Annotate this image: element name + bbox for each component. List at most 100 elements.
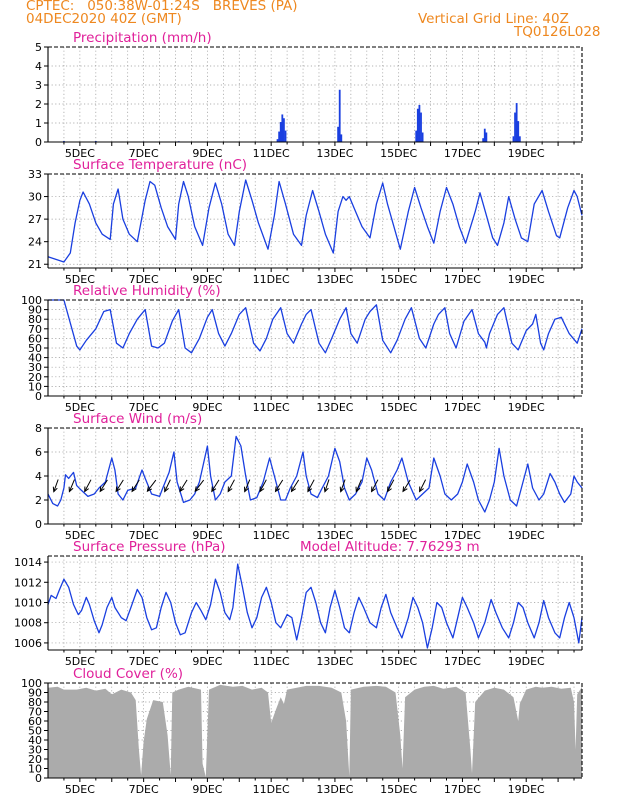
x-tick-label: 9DEC bbox=[192, 273, 222, 286]
wind-arrow-head bbox=[339, 486, 345, 493]
wind-arrow-head bbox=[146, 486, 153, 493]
y-tick-label: 33 bbox=[28, 168, 42, 181]
x-tick-label: 11DEC bbox=[253, 147, 290, 160]
panel-4: Surface Pressure (hPa) Model Altitude: 7.… bbox=[14, 539, 583, 668]
wind-arrow-head bbox=[259, 486, 265, 493]
x-tick-label: 9DEC bbox=[192, 401, 222, 414]
x-tick-label: 15DEC bbox=[380, 529, 417, 542]
y-tick-label: 30 bbox=[28, 361, 42, 374]
precip-bar bbox=[518, 136, 521, 142]
y-tick-label: 50 bbox=[28, 342, 42, 355]
wind-arrow bbox=[275, 479, 284, 492]
y-tick-label: 20 bbox=[28, 371, 42, 384]
y-tick-label: 1 bbox=[35, 117, 42, 130]
x-tick-label: 19DEC bbox=[508, 147, 545, 160]
wind-arrow-head bbox=[371, 486, 376, 493]
x-tick-label: 11DEC bbox=[253, 273, 290, 286]
y-tick-label: 1012 bbox=[14, 576, 42, 589]
precip-bar bbox=[283, 118, 285, 142]
wind-arrow bbox=[194, 479, 205, 492]
y-tick-label: 90 bbox=[28, 687, 42, 700]
x-tick-label: 13DEC bbox=[316, 529, 353, 542]
precip-bar bbox=[278, 131, 281, 142]
wind-arrow bbox=[402, 479, 411, 492]
x-tick-label: 19DEC bbox=[508, 655, 545, 668]
y-tick-label: 21 bbox=[28, 258, 42, 271]
x-tick-label: 5DEC bbox=[65, 655, 95, 668]
y-tick-label: 0 bbox=[35, 518, 42, 531]
wind-arrow bbox=[164, 479, 171, 492]
x-tick-label: 19DEC bbox=[508, 529, 545, 542]
wind-arrow-head bbox=[274, 486, 281, 493]
x-tick-label: 5DEC bbox=[65, 783, 95, 796]
wind-arrow-head bbox=[290, 486, 296, 493]
panel-title: Relative Humidity (%) bbox=[73, 283, 221, 299]
precip-bar bbox=[515, 103, 518, 142]
y-tick-label: 0 bbox=[35, 772, 42, 785]
panel-title: Surface Pressure (hPa) bbox=[73, 539, 226, 555]
x-tick-label: 17DEC bbox=[444, 783, 481, 796]
x-tick-label: 9DEC bbox=[192, 655, 222, 668]
wind-arrow-head bbox=[99, 486, 105, 493]
x-tick-label: 17DEC bbox=[444, 401, 481, 414]
wind-arrow bbox=[131, 479, 140, 492]
wind-arrow bbox=[99, 479, 108, 492]
precip-bar bbox=[512, 136, 515, 142]
x-tick-label: 15DEC bbox=[380, 783, 417, 796]
precip-bar bbox=[338, 89, 341, 142]
precip-bar bbox=[421, 132, 424, 142]
wind-arrow-head bbox=[179, 486, 185, 493]
wind-arrow bbox=[355, 479, 362, 492]
wind-arrow bbox=[340, 479, 346, 492]
wind-arrow-head bbox=[194, 486, 200, 493]
x-tick-label: 13DEC bbox=[316, 401, 353, 414]
x-tick-label: 17DEC bbox=[444, 529, 481, 542]
wind-arrow-head bbox=[211, 486, 217, 493]
x-tick-label: 5DEC bbox=[65, 529, 95, 542]
run-time: 04DEC2020 40Z (GMT) bbox=[26, 11, 182, 27]
y-tick-label: 90 bbox=[28, 304, 42, 317]
x-tick-label: 5DEC bbox=[65, 273, 95, 286]
y-tick-label: 70 bbox=[28, 706, 42, 719]
wind-arrow bbox=[291, 479, 300, 492]
x-tick-label: 9DEC bbox=[192, 147, 222, 160]
precip-bar bbox=[416, 108, 419, 142]
x-tick-label: 15DEC bbox=[380, 401, 417, 414]
y-tick-label: 2 bbox=[35, 98, 42, 111]
x-tick-label: 11DEC bbox=[253, 529, 290, 542]
precip-bar bbox=[337, 126, 340, 142]
wind-arrow-head bbox=[355, 486, 361, 493]
y-tick-label: 1010 bbox=[14, 596, 42, 609]
wind-arrow-head bbox=[131, 486, 137, 493]
wind-arrow-head bbox=[307, 486, 313, 493]
series-line bbox=[48, 299, 583, 354]
wind-arrow bbox=[259, 479, 267, 492]
y-tick-label: 80 bbox=[28, 696, 42, 709]
x-tick-label: 9DEC bbox=[192, 783, 222, 796]
y-tick-label: 2 bbox=[35, 494, 42, 507]
wind-arrow bbox=[244, 479, 251, 492]
panel-0: Precipitation (mm/h) 0 1 2 3 4 5 5DEC 7DEC 9DEC 11… bbox=[35, 30, 583, 160]
y-tick-label: 4 bbox=[35, 470, 42, 483]
y-tick-label: 1006 bbox=[14, 637, 42, 650]
x-tick-label: 19DEC bbox=[508, 273, 545, 286]
wind-arrow bbox=[324, 479, 330, 492]
precip-bar bbox=[485, 132, 488, 142]
x-tick-label: 7DEC bbox=[129, 401, 159, 414]
series-line bbox=[47, 563, 583, 649]
wind-arrow-head bbox=[115, 486, 121, 493]
x-tick-label: 11DEC bbox=[253, 783, 290, 796]
x-tick-label: 17DEC bbox=[444, 273, 481, 286]
y-tick-label: 30 bbox=[28, 744, 42, 757]
panel-1: Surface Temperature (nC) 21 24 27 30 33 5DEC 7D… bbox=[28, 157, 583, 286]
wind-arrow-head bbox=[164, 486, 169, 493]
x-tick-label: 7DEC bbox=[129, 147, 159, 160]
y-tick-label: 60 bbox=[28, 715, 42, 728]
x-tick-label: 19DEC bbox=[508, 401, 545, 414]
precip-bar bbox=[482, 138, 485, 142]
x-tick-label: 7DEC bbox=[129, 529, 159, 542]
x-tick-label: 13DEC bbox=[316, 783, 353, 796]
x-tick-label: 7DEC bbox=[129, 273, 159, 286]
wind-arrow-head bbox=[227, 486, 233, 493]
precip-bar bbox=[415, 130, 418, 142]
